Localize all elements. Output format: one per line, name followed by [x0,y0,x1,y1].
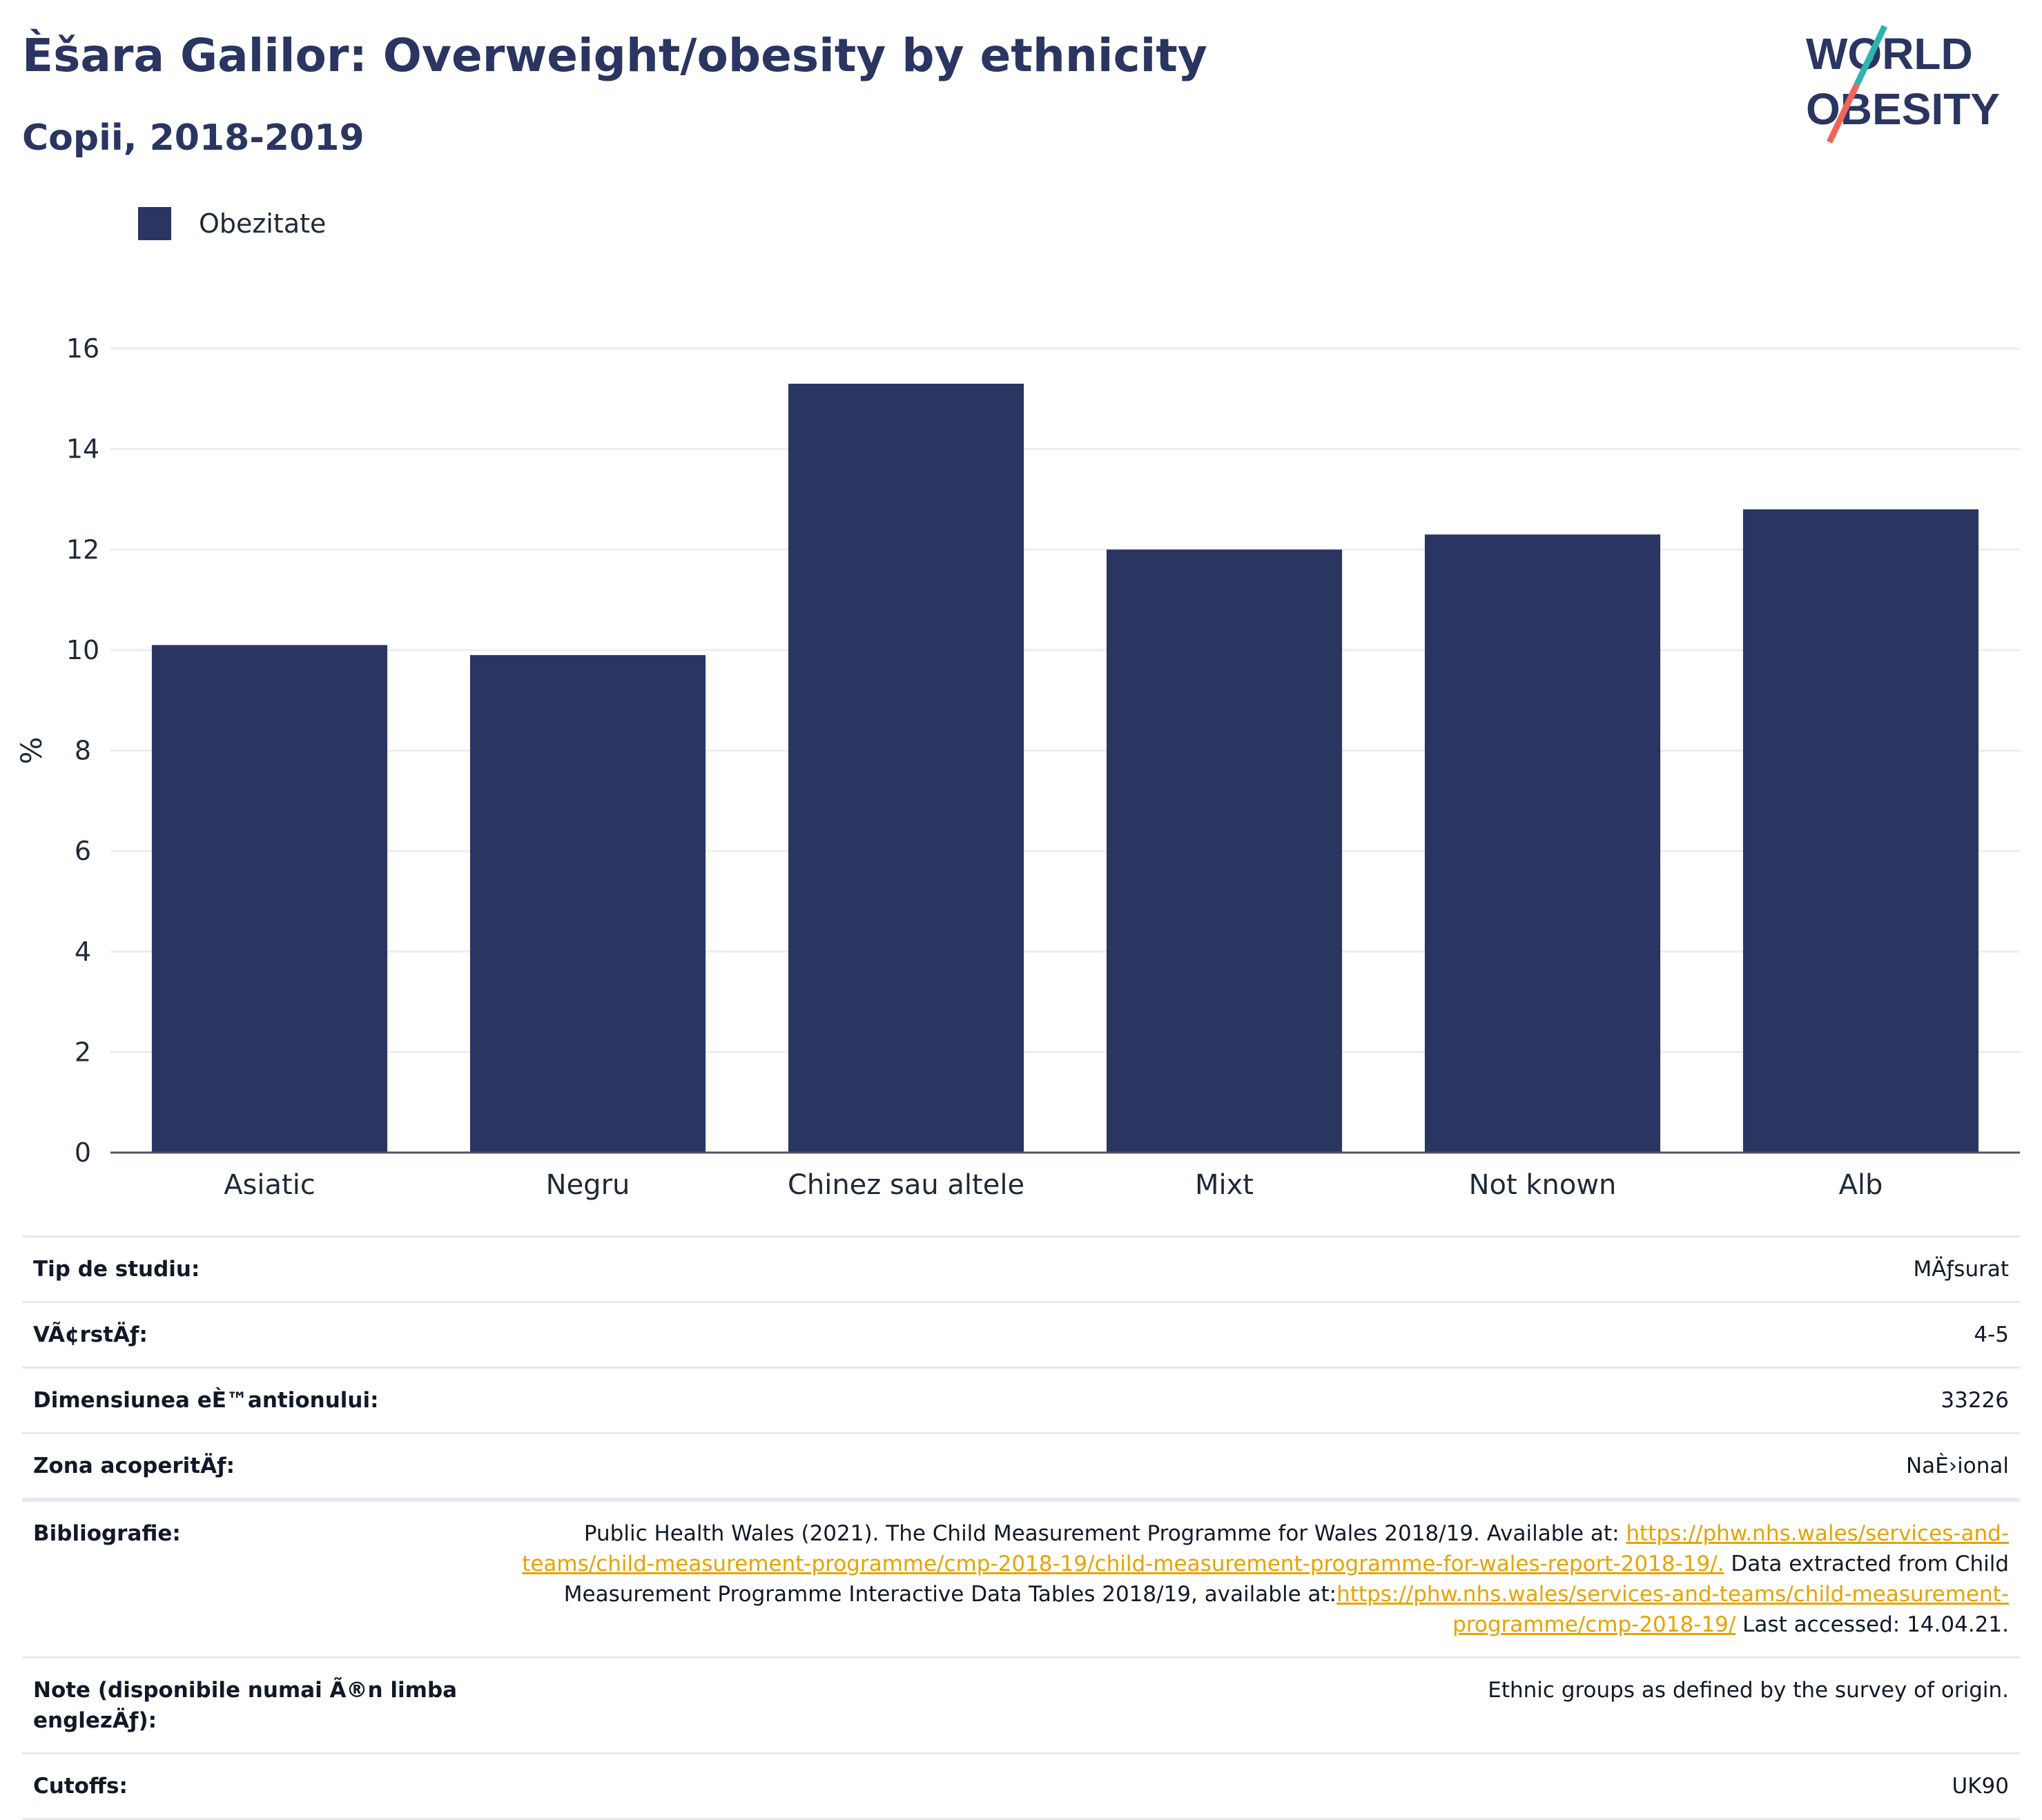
y-tick-label: 16 [66,333,99,364]
bibliography-link-1[interactable]: https://phw.nhs.wales/services-and-teams… [522,1521,2009,1576]
x-tick-label: Mixt [1195,1169,1254,1201]
meta-value: UK90 [1952,1774,2009,1799]
bar-chart: 0 2 4 6 8 10 12 14 16% Asiatic Negru Chinez sau alt… [14,333,2020,1201]
meta-key: VÃ¢rstÄƒ: [33,1322,148,1347]
x-tick-label: Asiatic [224,1169,315,1201]
y-tick-label: 2 [75,1037,91,1067]
bar-alb [1742,509,1979,1153]
meta-key: Dimensiunea eÈ™antionului: [33,1388,379,1413]
y-tick-label: 0 [75,1137,91,1168]
x-tick-label: Alb [1839,1169,1883,1201]
meta-value: 4-5 [1974,1322,2009,1347]
y-axis-label: % [14,737,48,765]
bar-not-known [1424,534,1661,1153]
chart-legend: Obezitate [138,207,326,240]
meta-row-bibliography: Bibliografie: Public Health Wales (2021)… [22,1500,2020,1656]
logo-text-world: WORLD [1806,29,1973,79]
meta-value: MÄƒsurat [1913,1257,2009,1282]
meta-key: Cutoffs: [33,1774,128,1799]
meta-value: NaÈ›ional [1905,1454,2009,1478]
logo-accent-coral [1826,83,1860,144]
meta-value: Ethnic groups as defined by the survey o… [1488,1678,2009,1703]
meta-key: Zona acoperitÄƒ: [33,1454,235,1478]
bibliography-link-2[interactable]: https://phw.nhs.wales/services-and-teams… [1336,1582,2009,1637]
y-tick-label: 14 [66,434,99,464]
y-tick-label: 4 [75,937,91,967]
bibliography-text: Public Health Wales (2021). The Child Me… [490,1518,2009,1640]
world-obesity-logo: WORLD OBESITY [1806,25,2000,144]
meta-row: VÃ¢rstÄƒ: 4-5 [22,1301,2020,1367]
bar-negru [469,655,706,1153]
meta-row: Zona acoperitÄƒ: NaÈ›ional [22,1432,2020,1500]
bibliography-text-3: Last accessed: 14.04.21. [1735,1612,2009,1637]
meta-row: Dimensiunea eÈ™antionului: 33226 [22,1367,2020,1432]
metadata-table: Tip de studiu: MÄƒsurat VÃ¢rstÄƒ: 4-5 Dimens… [22,1235,2020,1820]
x-tick-label: Not known [1469,1169,1617,1201]
legend-label: Obezitate [199,208,327,239]
y-tick-label: 12 [66,534,99,565]
meta-row-notes: Note (disponibile numai Ã®n limba englez… [22,1656,2020,1752]
y-tick-label: 8 [75,736,91,766]
bar-mixt [1106,549,1343,1153]
legend-swatch [138,207,171,240]
meta-key: Note (disponibile numai Ã®n limba englez… [33,1678,458,1733]
meta-key: Bibliografie: [33,1521,181,1546]
bibliography-text-2: Data extracted from Child Measurement Pr… [563,1552,2009,1607]
meta-row-cutoffs: Cutoffs: UK90 [22,1752,2020,1820]
y-tick-label: 6 [75,836,91,866]
meta-row: Tip de studiu: MÄƒsurat [22,1235,2020,1301]
page-title: Èšara Galilor: Overweight/obesity by eth… [22,29,1207,82]
bar-chinez-sau-altele [788,383,1024,1153]
logo-accent-teal [1854,25,1888,86]
page-subtitle: Copii, 2018-2019 [22,117,364,159]
x-tick-label: Chinez sau altele [788,1169,1024,1201]
bibliography-text-1: Public Health Wales (2021). The Child Me… [583,1521,1626,1546]
bar-asiatic [151,645,388,1153]
meta-value: 33226 [1941,1388,2009,1413]
x-tick-label: Negru [546,1169,630,1201]
y-tick-label: 10 [66,635,99,665]
meta-key: Tip de studiu: [33,1257,200,1282]
